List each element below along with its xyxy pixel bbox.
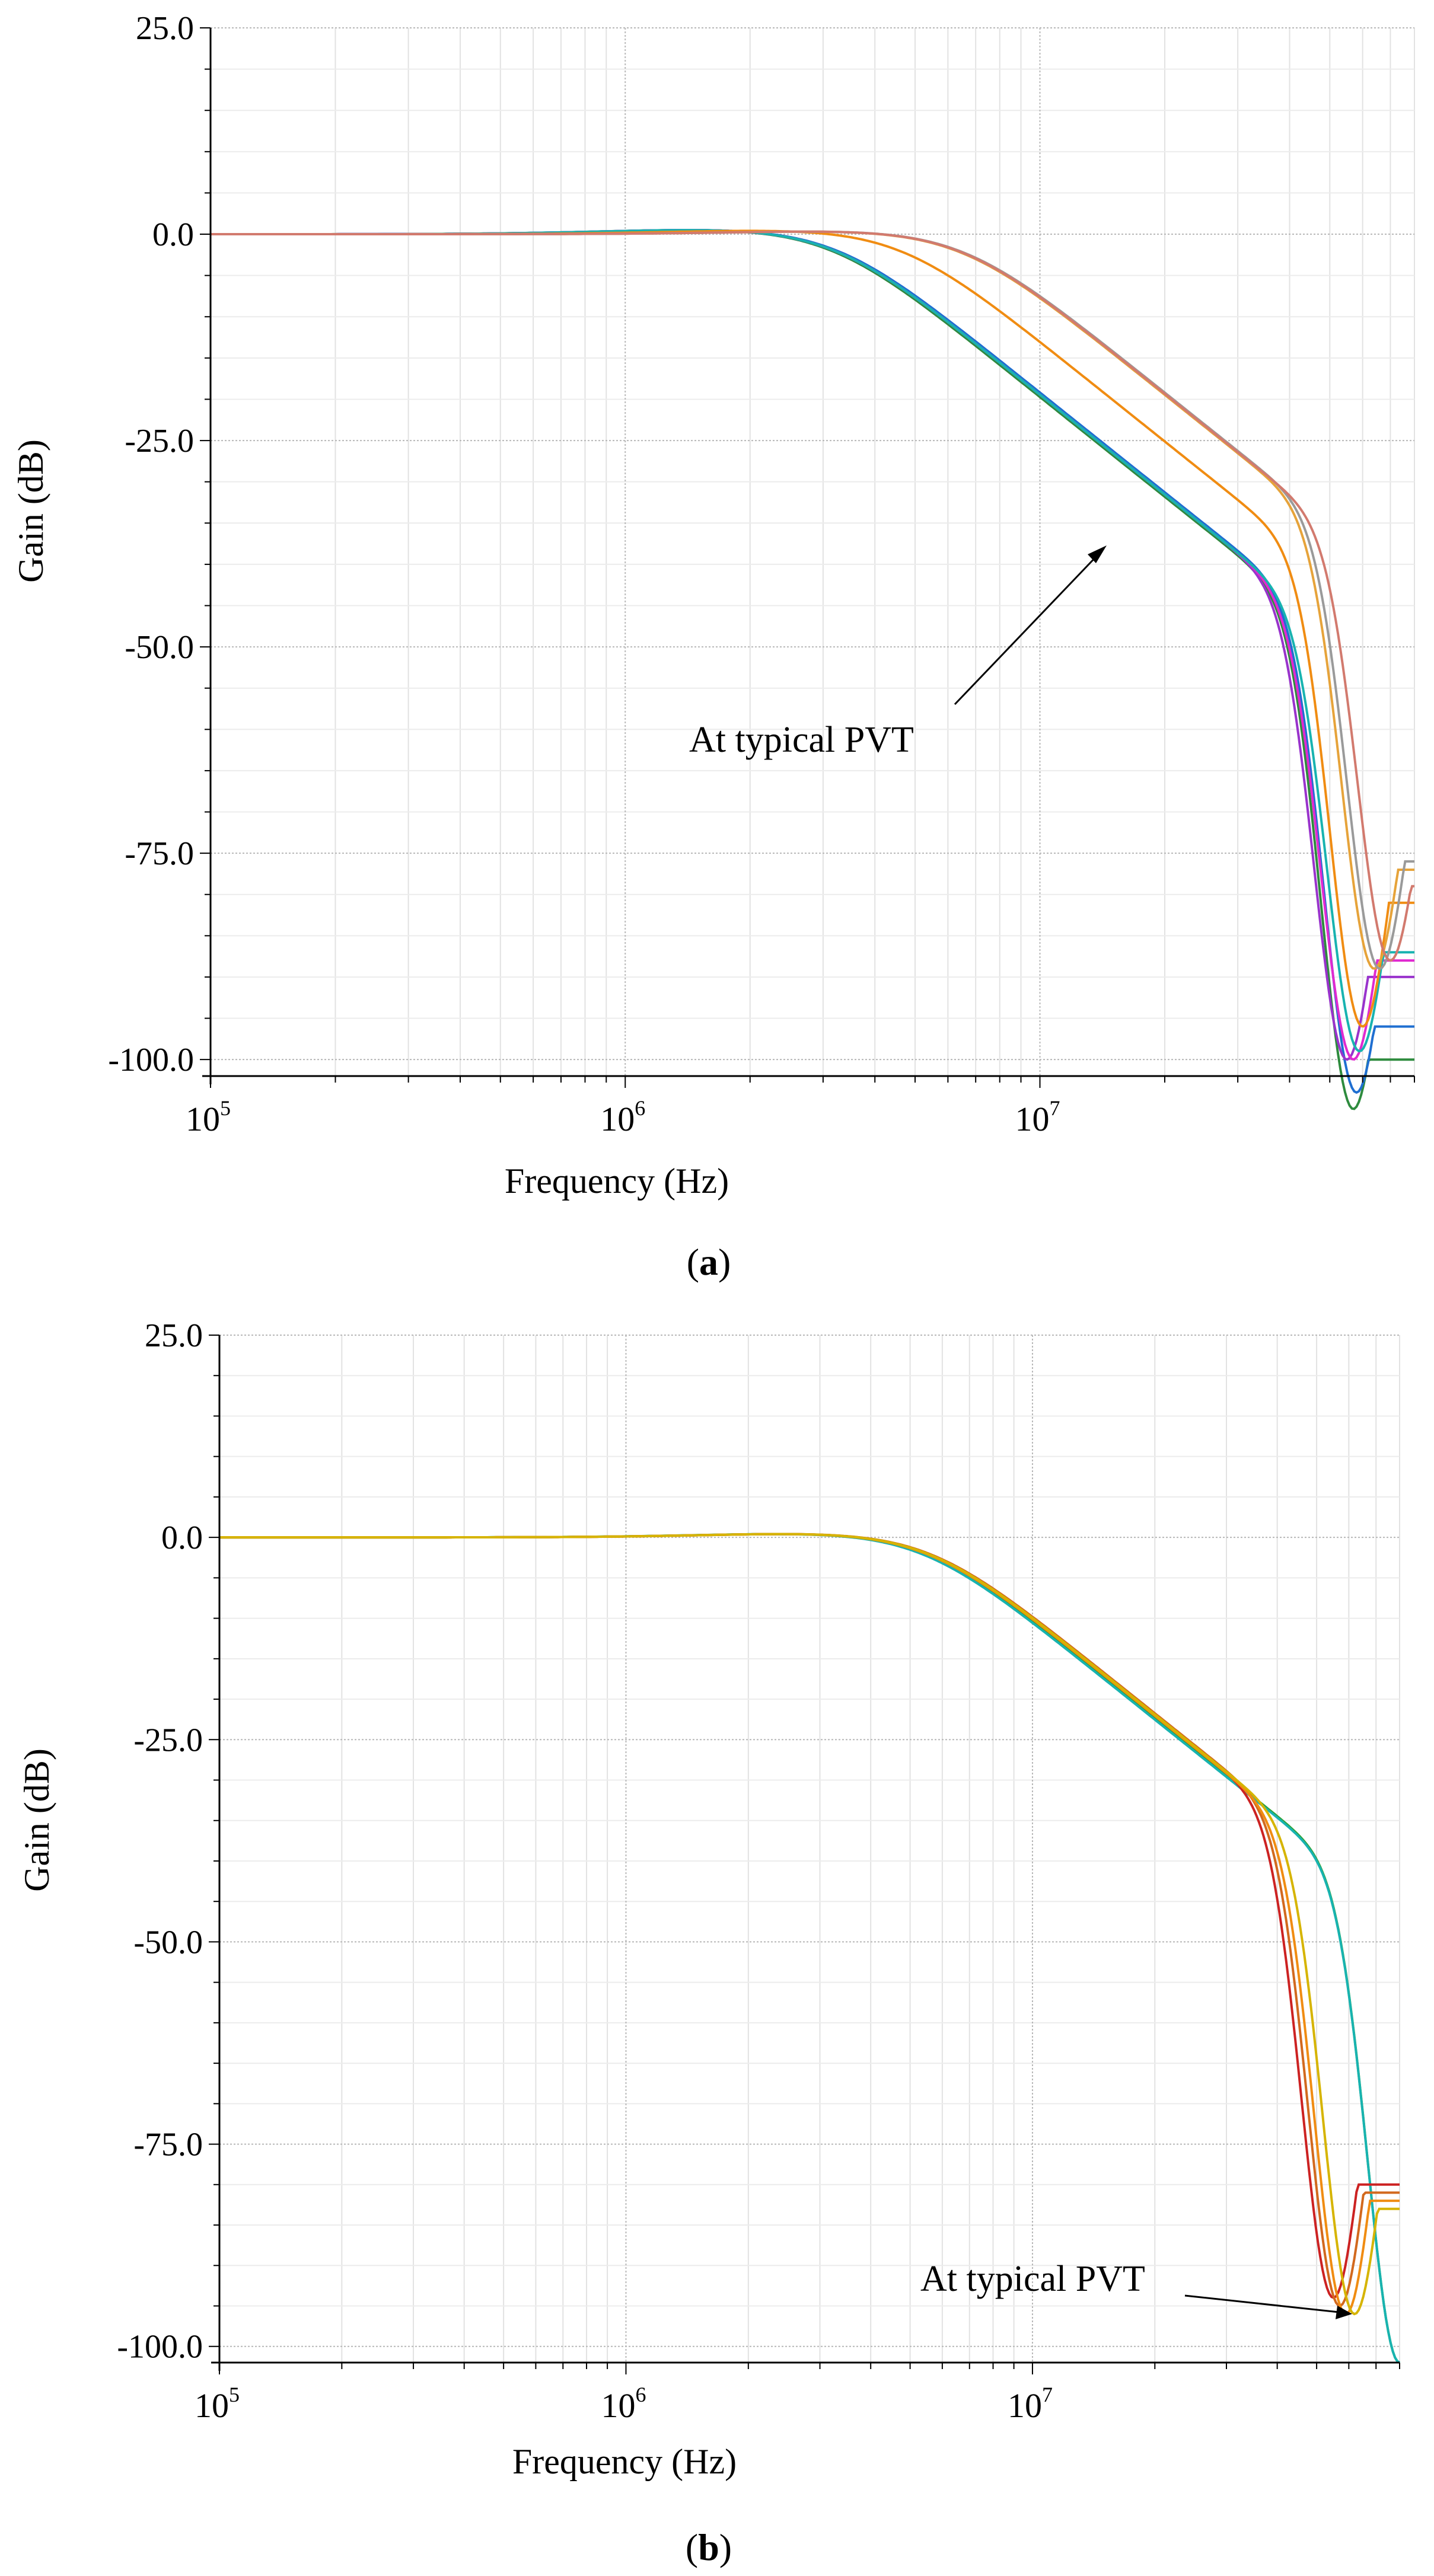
panel-label-b: (b): [686, 2526, 732, 2568]
y-tick-label: -50.0: [133, 1924, 203, 1961]
x-tick-label: 107: [1015, 1096, 1060, 1138]
annotation-b: At typical PVT: [920, 2259, 1352, 2319]
annotation-text-a: At typical PVT: [689, 720, 914, 760]
y-tick-label: -75.0: [125, 835, 194, 872]
annotation-text-b: At typical PVT: [920, 2259, 1145, 2299]
y-tick-label: 25.0: [136, 10, 194, 47]
series-line-9: [211, 230, 1414, 962]
y-tick-label: -75.0: [133, 2127, 203, 2163]
y-axis-label: Gain (dB): [11, 439, 50, 583]
x-tick-label: 105: [195, 2383, 240, 2425]
y-tick-label: -25.0: [133, 1722, 203, 1758]
y-tick-label: 25.0: [145, 1317, 203, 1354]
x-axis-label: Frequency (Hz): [512, 2442, 737, 2481]
chart-panel-b: 25.0 0.0 -25.0 -50.0 -75.0 -100.0 105 106 107 Fr…: [17, 1317, 1400, 2568]
series-line-6: [219, 1533, 1400, 2316]
y-tick-label: 0.0: [152, 216, 194, 253]
x-tick-label: 107: [1008, 2383, 1053, 2425]
y-tick-label: -50.0: [125, 629, 194, 666]
y-tick-label: -25.0: [125, 423, 194, 459]
x-tick-label: 106: [600, 1096, 645, 1138]
chart-panel-a: 25.0 0.0 -25.0 -50.0 -75.0 -100.0 105 106 107 Fr…: [11, 10, 1415, 1283]
annotation-arrow-line: [1184, 2294, 1340, 2313]
y-tick-label: -100.0: [108, 1042, 194, 1078]
panel-label-a: (a): [687, 1241, 731, 1283]
x-tick-label: 105: [186, 1096, 231, 1138]
annotation-arrowhead: [1336, 2306, 1352, 2319]
annotation-a: At typical PVT: [689, 545, 1107, 760]
y-axis-label: Gain (dB): [17, 1748, 56, 1892]
x-tick-label: 106: [601, 2383, 646, 2425]
annotation-arrow-line: [954, 553, 1100, 706]
y-tick-label: -100.0: [117, 2329, 203, 2366]
y-tick-label: 0.0: [161, 1520, 203, 1556]
annotation-arrowhead: [1088, 545, 1107, 563]
x-axis-label: Frequency (Hz): [505, 1161, 729, 1201]
